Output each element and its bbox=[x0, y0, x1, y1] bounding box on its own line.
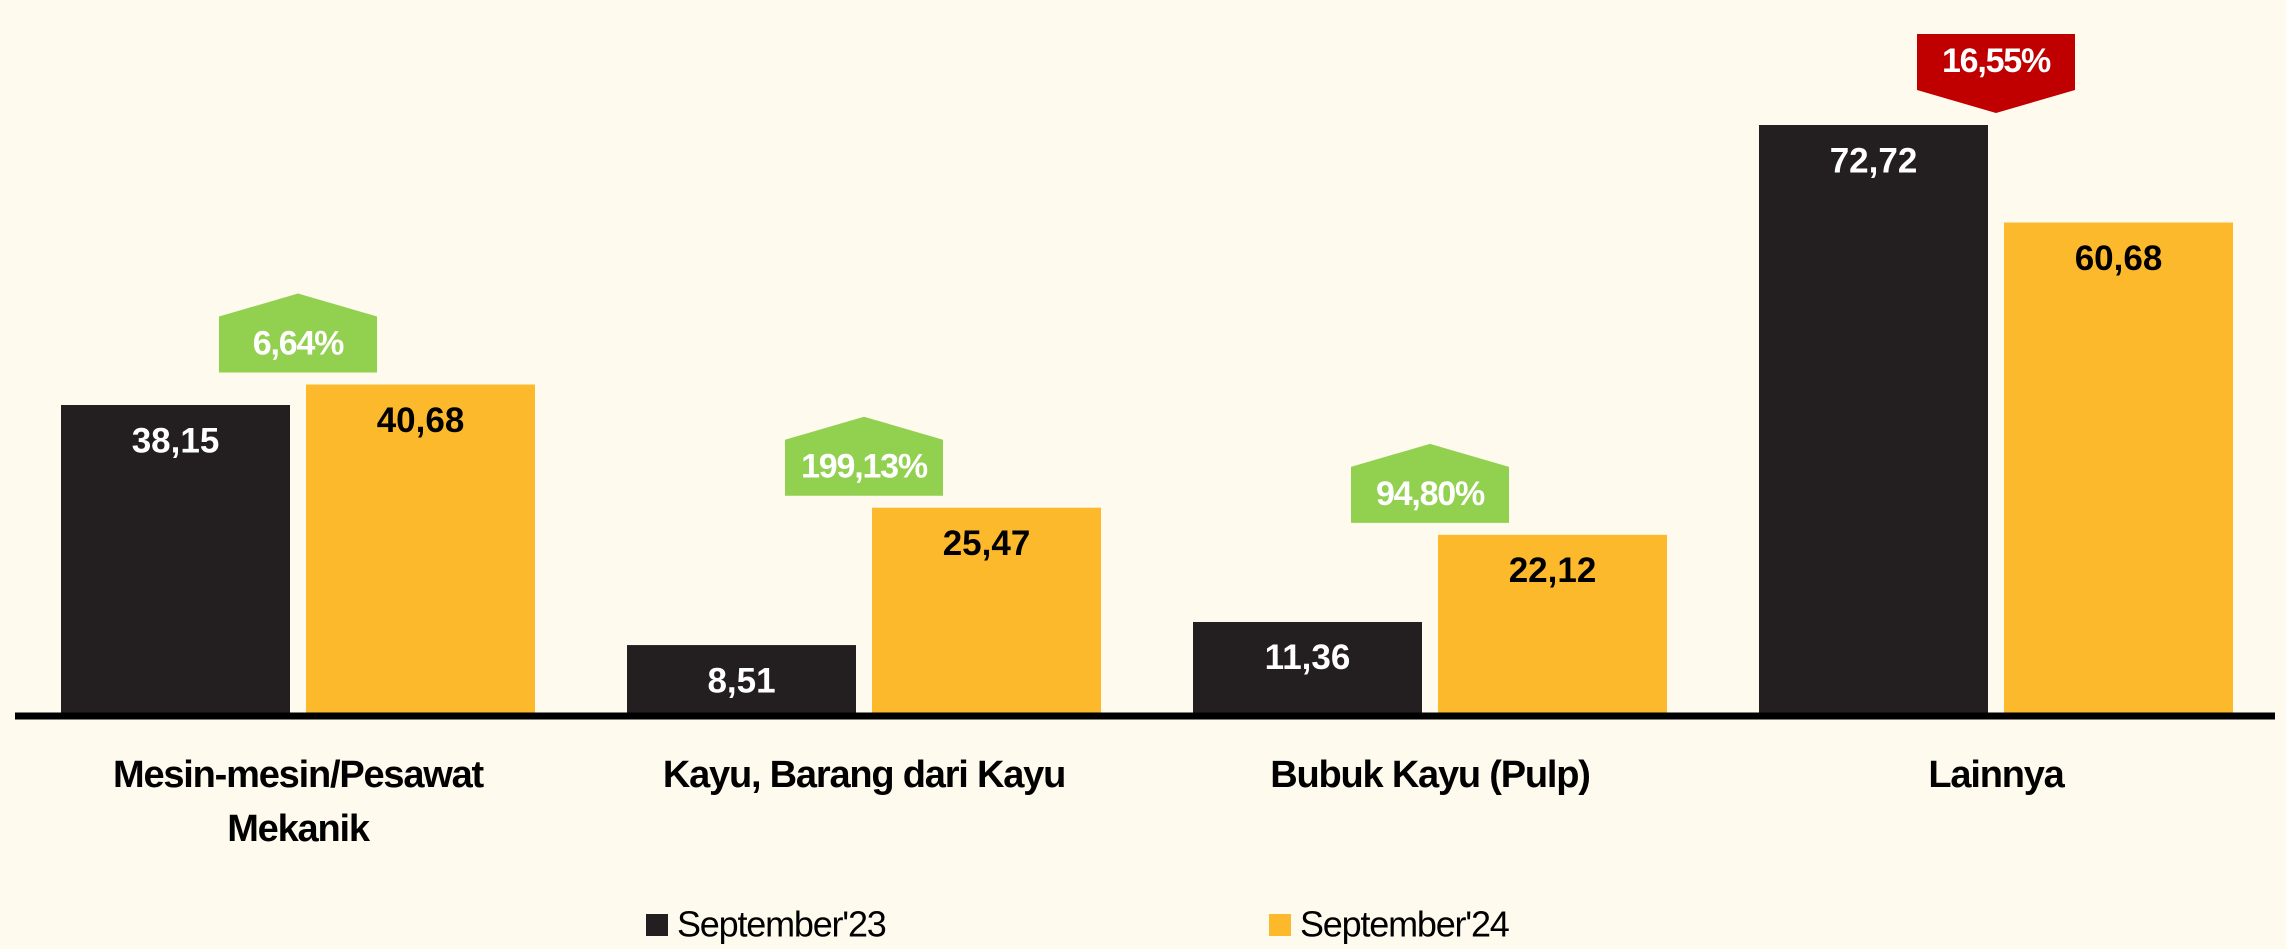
value-label: 38,15 bbox=[132, 421, 220, 460]
value-label: 60,68 bbox=[2075, 239, 2163, 278]
bar bbox=[1759, 125, 1988, 714]
change-badge bbox=[1917, 34, 2075, 113]
value-label: 25,47 bbox=[943, 524, 1031, 563]
change-label: 94,80% bbox=[1376, 475, 1485, 513]
category-label: Bubuk Kayu (Pulp) bbox=[1270, 754, 1591, 796]
value-label: 11,36 bbox=[1265, 638, 1351, 677]
change-badge bbox=[785, 416, 943, 496]
category-label: Kayu, Barang dari Kayu bbox=[662, 754, 1066, 796]
bar bbox=[627, 645, 856, 714]
legend-swatch bbox=[646, 914, 668, 936]
change-badge bbox=[219, 293, 377, 373]
category-label: Mesin-mesin/Pesawat Mekanik bbox=[112, 754, 484, 850]
change-badge bbox=[1351, 443, 1509, 523]
bar bbox=[1193, 621, 1422, 714]
value-label: 8,51 bbox=[707, 661, 775, 700]
value-label: 22,12 bbox=[1509, 551, 1597, 590]
legend-label: September'23 bbox=[677, 904, 886, 945]
category-label: Lainnya bbox=[1928, 754, 2064, 796]
value-label: 72,72 bbox=[1830, 141, 1918, 180]
bar bbox=[872, 507, 1101, 714]
legend-label: September'24 bbox=[1300, 904, 1509, 945]
value-label: 40,68 bbox=[377, 401, 465, 440]
change-label: 6,64% bbox=[253, 324, 344, 362]
legend-swatch bbox=[1269, 914, 1291, 936]
bar bbox=[1438, 534, 1667, 714]
bar bbox=[306, 384, 535, 714]
change-label: 16,55% bbox=[1942, 42, 2051, 80]
bar bbox=[2004, 222, 2233, 714]
bar bbox=[61, 405, 290, 714]
change-label: 199,13% bbox=[801, 448, 928, 486]
